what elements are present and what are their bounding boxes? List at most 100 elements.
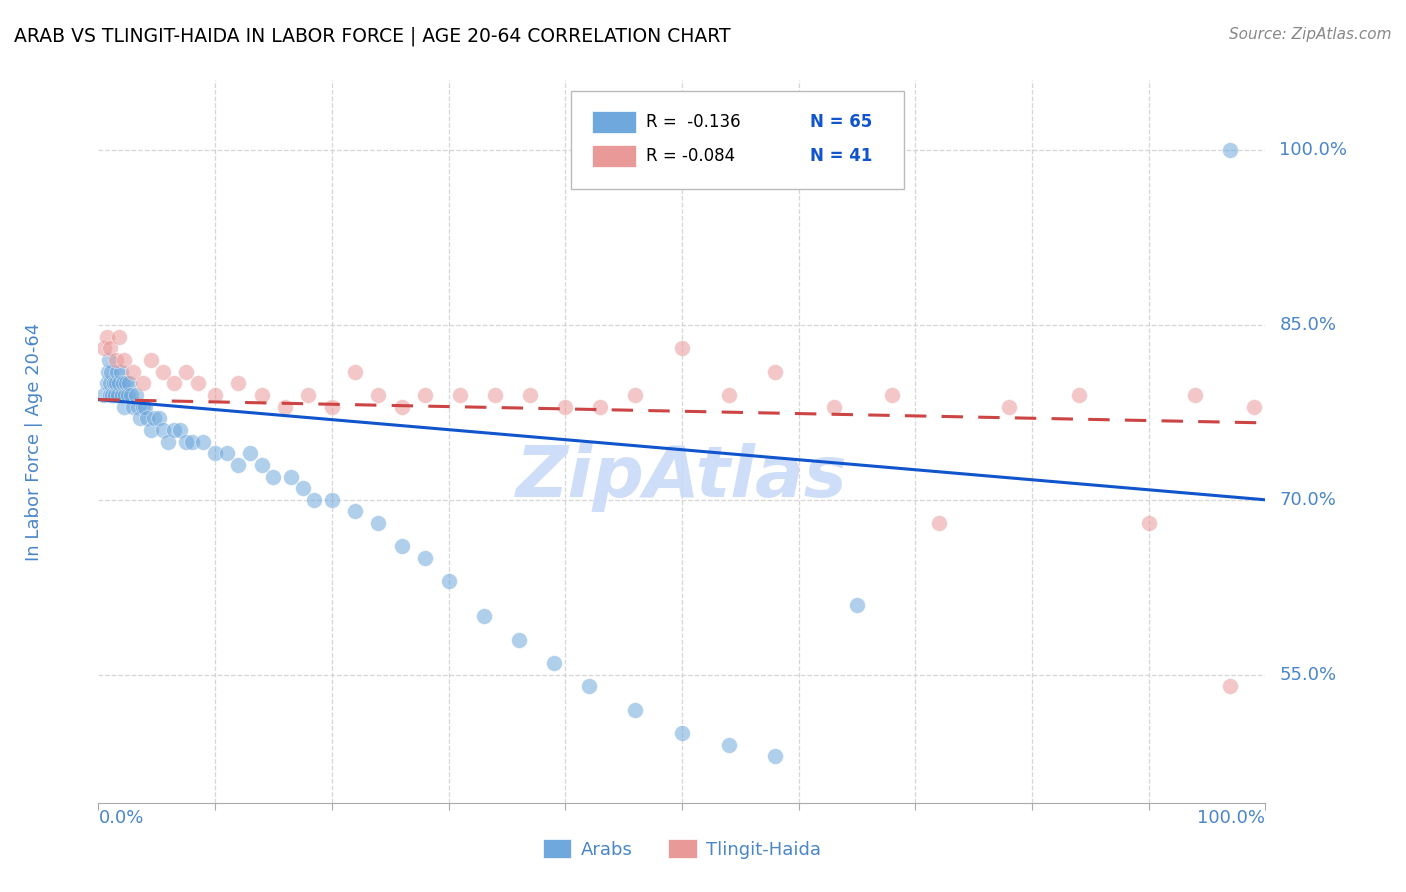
Point (117, 388, 139, 402)
Point (484, 388, 506, 402)
Text: ARAB VS TLINGIT-HAIDA IN LABOR FORCE | AGE 20-64 CORRELATION CHART: ARAB VS TLINGIT-HAIDA IN LABOR FORCE | A… (14, 27, 731, 46)
Point (139, 353, 162, 368)
Point (1219, 143, 1241, 157)
Point (823, 400, 845, 414)
Point (274, 400, 297, 414)
FancyBboxPatch shape (571, 91, 904, 189)
Point (554, 400, 576, 414)
Point (437, 574, 460, 589)
FancyBboxPatch shape (592, 112, 637, 133)
Text: R = -0.084: R = -0.084 (645, 147, 735, 165)
Text: 85.0%: 85.0% (1279, 316, 1337, 334)
Point (1067, 388, 1090, 402)
Point (304, 492, 326, 507)
Point (624, 702, 647, 716)
Point (250, 388, 273, 402)
Point (519, 388, 541, 402)
Point (297, 388, 319, 402)
Point (107, 388, 129, 402)
Point (104, 376, 127, 391)
Point (717, 738, 740, 752)
Point (717, 388, 740, 402)
Point (97, 353, 120, 368)
Point (132, 376, 155, 391)
Point (93, 341, 115, 355)
FancyBboxPatch shape (592, 145, 637, 167)
Point (589, 400, 612, 414)
Point (228, 458, 250, 472)
Point (114, 388, 136, 402)
Point (671, 341, 693, 355)
Point (508, 632, 530, 647)
Point (671, 726, 693, 740)
Point (97, 365, 120, 379)
Point (997, 400, 1019, 414)
Point (115, 376, 138, 391)
Point (127, 400, 149, 414)
Text: ZipAtlas: ZipAtlas (516, 443, 848, 512)
Point (391, 400, 413, 414)
Point (291, 481, 314, 495)
Point (578, 679, 600, 693)
Point (108, 376, 131, 391)
Point (169, 423, 191, 437)
Text: 70.0%: 70.0% (1279, 491, 1336, 508)
Point (100, 365, 122, 379)
Point (413, 551, 436, 566)
Text: 100.0%: 100.0% (1279, 141, 1347, 159)
Point (134, 400, 156, 414)
Point (321, 400, 343, 414)
Point (111, 388, 134, 402)
Point (262, 469, 284, 483)
Point (174, 365, 197, 379)
Point (1219, 679, 1241, 693)
Point (105, 365, 128, 379)
Point (96, 376, 118, 391)
Text: N = 65: N = 65 (810, 113, 873, 131)
Text: N = 41: N = 41 (810, 147, 873, 165)
Point (96, 329, 118, 343)
Text: 55.0%: 55.0% (1279, 665, 1337, 683)
Point (321, 492, 343, 507)
Point (250, 458, 273, 472)
Point (93, 388, 115, 402)
Text: 100.0%: 100.0% (1198, 809, 1265, 827)
Text: R =  -0.136: R = -0.136 (645, 113, 741, 131)
Point (204, 388, 226, 402)
Point (624, 388, 647, 402)
Point (118, 376, 141, 391)
Point (122, 365, 145, 379)
Point (193, 434, 215, 449)
Point (928, 516, 950, 530)
Point (543, 656, 565, 670)
Point (449, 388, 471, 402)
Point (174, 434, 197, 449)
Point (148, 411, 170, 425)
Point (122, 400, 145, 414)
Point (413, 388, 436, 402)
Text: In Labor Force | Age 20-64: In Labor Force | Age 20-64 (25, 322, 44, 561)
Point (344, 365, 367, 379)
Point (239, 446, 262, 460)
Point (215, 446, 238, 460)
Text: 0.0%: 0.0% (98, 809, 143, 827)
Point (103, 376, 125, 391)
Point (204, 446, 226, 460)
Point (104, 388, 127, 402)
Point (180, 434, 202, 449)
Point (143, 411, 166, 425)
Point (125, 388, 148, 402)
Point (163, 423, 186, 437)
Point (132, 400, 155, 414)
Legend: Arabs, Tlingit-Haida: Arabs, Tlingit-Haida (536, 832, 828, 866)
Point (1137, 516, 1160, 530)
Point (98, 341, 121, 355)
Point (98, 376, 121, 391)
Point (391, 540, 413, 554)
Point (139, 423, 162, 437)
Point (108, 329, 131, 343)
Point (152, 365, 174, 379)
Point (152, 423, 174, 437)
Point (187, 376, 209, 391)
Point (110, 365, 132, 379)
